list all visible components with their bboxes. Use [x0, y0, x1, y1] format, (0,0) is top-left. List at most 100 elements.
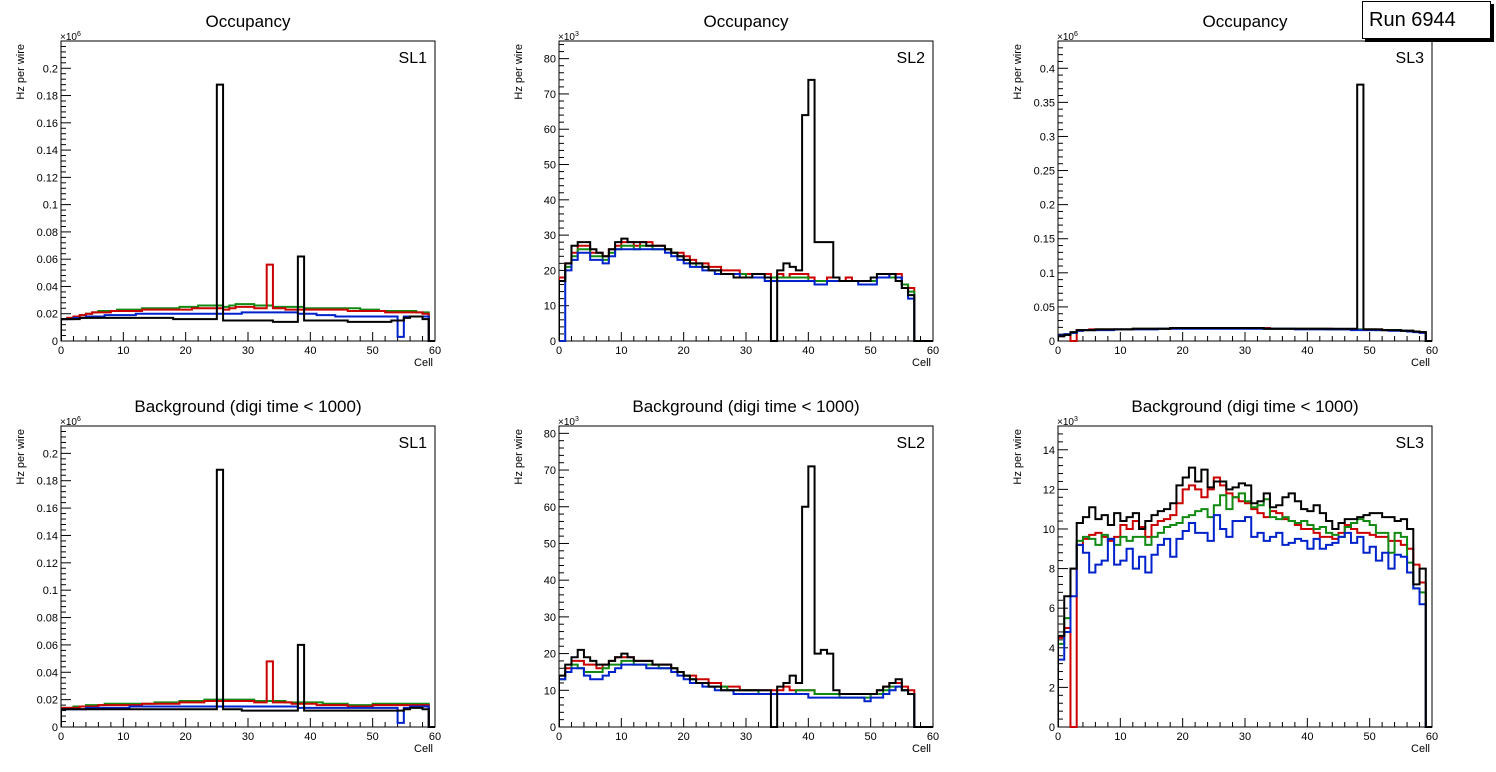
x-axis-title: Cell — [912, 357, 931, 369]
y-tick-label: 0.14 — [37, 145, 58, 157]
y-axis-title: Hz per wire — [513, 44, 525, 100]
y-tick-label: 0 — [1049, 722, 1055, 734]
x-tick-label: 0 — [556, 731, 562, 743]
y-axis-title: Hz per wire — [513, 429, 525, 485]
x-tick-label: 40 — [1301, 345, 1313, 357]
y-tick-label: 6 — [1049, 603, 1055, 615]
y-exponent-label: ×106 — [60, 31, 81, 43]
series-green-line — [559, 244, 933, 342]
y-tick-label: 50 — [544, 160, 556, 172]
y-tick-label: 0.35 — [1034, 97, 1055, 109]
y-exponent-power: 6 — [1074, 31, 1078, 38]
plot-frame — [558, 40, 934, 342]
x-tick-label: 40 — [1301, 731, 1313, 743]
x-tick-label: 60 — [1426, 731, 1438, 743]
y-tick-label: 0.1 — [43, 200, 58, 212]
y-tick-label: 0 — [550, 722, 556, 734]
panel-title: Occupancy — [205, 12, 291, 31]
run-number-box: Run 6944 — [1362, 1, 1491, 39]
y-tick-label: 4 — [1049, 643, 1055, 655]
histogram-panel-2: Occupancy 0 10 20 30 40 50 60 0 10 20 30 40 50 60 70 80×… — [513, 12, 939, 369]
y-tick-label: 0.06 — [37, 254, 58, 266]
y-tick-label: 0 — [550, 336, 556, 348]
x-tick-label: 20 — [180, 731, 192, 743]
x-axis-title: Cell — [414, 743, 433, 755]
panel-title: Background (digi time < 1000) — [1131, 397, 1358, 416]
histogram-panel-4: Background (digi time < 1000) 0 10 20 30 40 50… — [15, 397, 441, 755]
x-tick-label: 10 — [615, 731, 627, 743]
series-blue-line — [1058, 514, 1432, 728]
y-tick-label: 0.12 — [37, 172, 58, 184]
y-tick-label: 60 — [544, 502, 556, 514]
x-tick-label: 30 — [740, 731, 752, 743]
series-red-line — [61, 263, 435, 342]
series-black-line — [1058, 83, 1432, 342]
x-tick-label: 10 — [1114, 731, 1126, 743]
y-exponent-label: ×103 — [1057, 416, 1078, 428]
y-tick-label: 0.04 — [37, 281, 58, 293]
x-tick-label: 0 — [58, 345, 64, 357]
histogram-panel-1: Occupancy 0 10 20 30 40 50 60 0 0.02 0.04 0.06 0.08 0… — [15, 12, 441, 369]
x-tick-label: 30 — [740, 345, 752, 357]
y-tick-label: 0.2 — [43, 63, 58, 75]
y-tick-label: 80 — [544, 54, 556, 66]
series-green-line — [61, 698, 435, 728]
y-axis-title: Hz per wire — [15, 429, 27, 485]
superlayer-label: SL1 — [399, 435, 428, 452]
y-tick-label: 0 — [52, 336, 58, 348]
x-tick-label: 40 — [802, 345, 814, 357]
y-tick-label: 30 — [544, 612, 556, 624]
series-black-line — [559, 465, 933, 728]
y-tick-label: 0.08 — [37, 227, 58, 239]
y-tick-label: 0.16 — [37, 503, 58, 515]
x-tick-label: 10 — [1114, 345, 1126, 357]
series-blue-line — [61, 705, 435, 728]
x-tick-label: 60 — [429, 731, 441, 743]
x-tick-label: 40 — [304, 731, 316, 743]
y-tick-label: 0.2 — [43, 448, 58, 460]
panel-title: Occupancy — [1202, 12, 1288, 31]
x-tick-label: 40 — [304, 345, 316, 357]
x-tick-label: 0 — [1055, 345, 1061, 357]
x-tick-label: 20 — [1177, 731, 1189, 743]
series-black-line — [1058, 466, 1432, 728]
y-tick-label: 0.4 — [1040, 63, 1055, 75]
y-tick-label: 10 — [544, 301, 556, 313]
x-tick-label: 30 — [242, 731, 254, 743]
x-tick-label: 20 — [678, 731, 690, 743]
y-tick-label: 0.1 — [1040, 268, 1055, 280]
x-tick-label: 0 — [556, 345, 562, 357]
y-exponent-power: 3 — [575, 416, 579, 423]
y-tick-label: 0.08 — [37, 613, 58, 625]
y-tick-label: 0.25 — [1034, 166, 1055, 178]
x-tick-label: 20 — [1177, 345, 1189, 357]
histogram-panel-5: Background (digi time < 1000)0 10 20 30 40 50… — [513, 397, 939, 755]
series-green-line — [61, 303, 435, 342]
y-tick-label: 70 — [544, 465, 556, 477]
y-tick-label: 10 — [1043, 524, 1055, 536]
y-tick-label: 0.3 — [1040, 131, 1055, 143]
series-blue-line — [61, 311, 435, 342]
y-axis-title: Hz per wire — [1012, 44, 1024, 100]
series-red-line — [61, 660, 435, 728]
y-tick-label: 0.04 — [37, 667, 58, 679]
y-tick-label: 80 — [544, 428, 556, 440]
y-tick-label: 0 — [1049, 336, 1055, 348]
panel-title: Occupancy — [703, 12, 789, 31]
superlayer-label: SL3 — [1396, 435, 1425, 452]
x-tick-label: 60 — [927, 731, 939, 743]
y-exponent-label: ×103 — [558, 416, 579, 428]
series-black-line — [61, 83, 435, 342]
plot-frame — [558, 425, 934, 728]
y-tick-label: 30 — [544, 230, 556, 242]
x-tick-label: 50 — [1364, 345, 1376, 357]
x-tick-label: 30 — [1239, 345, 1251, 357]
x-tick-label: 50 — [367, 345, 379, 357]
superlayer-label: SL2 — [897, 435, 926, 452]
x-tick-label: 50 — [367, 731, 379, 743]
y-tick-label: 0.02 — [37, 695, 58, 707]
y-axis-title: Hz per wire — [15, 44, 27, 100]
superlayer-label: SL3 — [1396, 50, 1425, 67]
y-tick-label: 0.12 — [37, 558, 58, 570]
